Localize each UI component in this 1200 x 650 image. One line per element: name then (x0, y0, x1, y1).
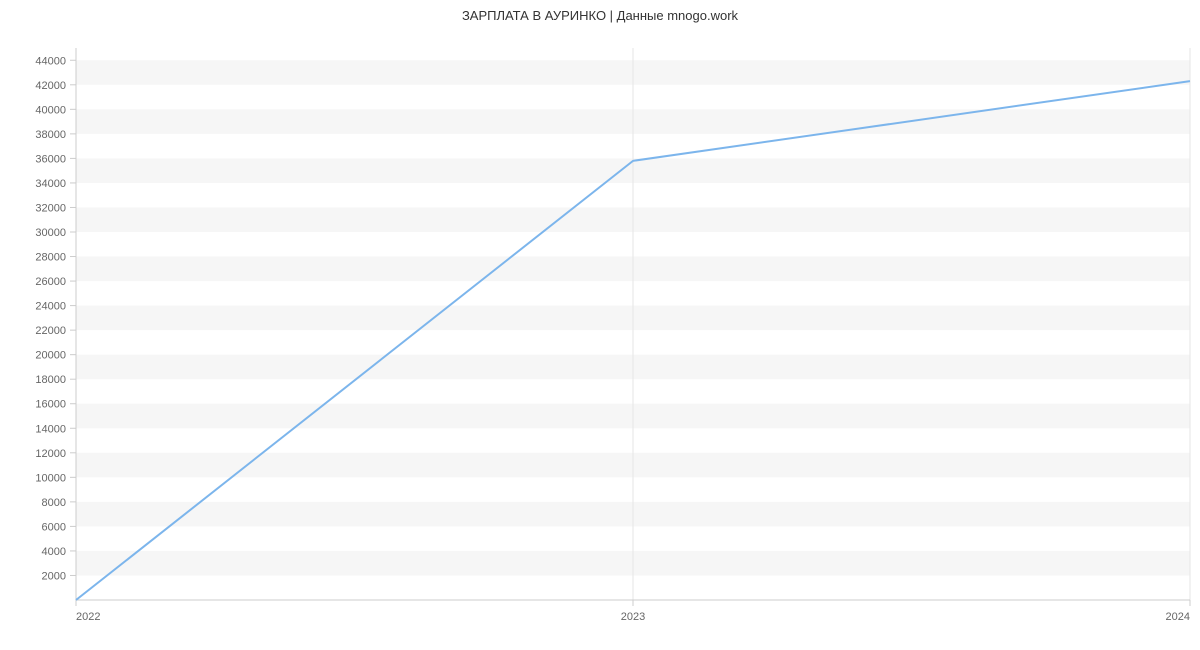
y-tick-label: 12000 (35, 448, 66, 460)
y-tick-label: 20000 (35, 350, 66, 362)
x-tick-label: 2022 (76, 611, 100, 623)
y-tick-label: 44000 (35, 55, 66, 67)
y-tick-label: 4000 (42, 546, 66, 558)
y-tick-label: 14000 (35, 423, 66, 435)
x-tick-label: 2023 (621, 611, 645, 623)
y-tick-label: 26000 (35, 276, 66, 288)
chart-plot-area: 2000 4000 6000 8000 10000 12000 14000 16000 1800… (0, 0, 1200, 650)
y-tick-label: 16000 (35, 399, 66, 411)
y-tick-label: 10000 (35, 472, 66, 484)
y-tick-label: 36000 (35, 153, 66, 165)
chart-title: ЗАРПЛАТА В АУРИНКО | Данные mnogo.work (0, 8, 1200, 23)
y-tick-label: 42000 (35, 80, 66, 92)
y-tick-label: 28000 (35, 252, 66, 264)
y-tick-label: 6000 (42, 521, 66, 533)
y-tick-label: 30000 (35, 227, 66, 239)
y-tick-label: 18000 (35, 374, 66, 386)
salary-line-chart: ЗАРПЛАТА В АУРИНКО | Данные mnogo.work 2… (0, 0, 1200, 650)
y-tick-label: 24000 (35, 301, 66, 313)
y-tick-label: 8000 (42, 497, 66, 509)
x-tick-label: 2024 (1166, 611, 1190, 623)
y-tick-label: 22000 (35, 325, 66, 337)
y-tick-label: 32000 (35, 202, 66, 214)
y-tick-label: 2000 (42, 570, 66, 582)
y-tick-label: 34000 (35, 178, 66, 190)
y-tick-label: 40000 (35, 104, 66, 116)
y-tick-label: 38000 (35, 129, 66, 141)
